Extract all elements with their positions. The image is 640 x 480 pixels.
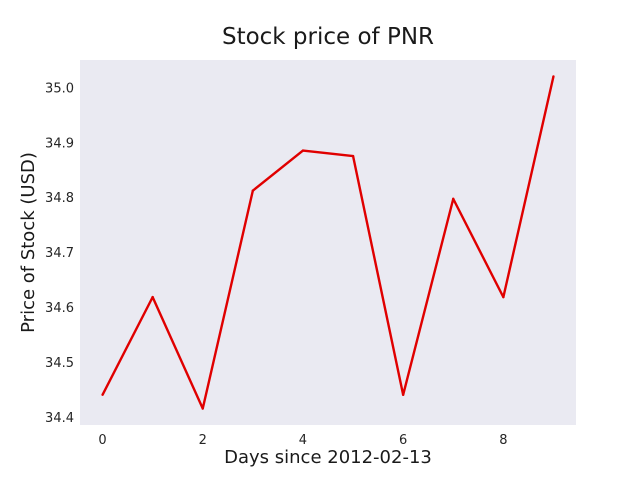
y-tick-label: 34.5 (45, 356, 74, 371)
x-tick-label: 4 (299, 433, 307, 448)
data-point (502, 295, 505, 299)
data-point (301, 149, 305, 152)
data-point (351, 154, 355, 158)
data-point (552, 75, 555, 78)
y-tick-label: 34.4 (45, 411, 74, 426)
y-tick-label: 34.6 (45, 301, 74, 316)
y-axis-label: Price of Stock (USD) (18, 152, 39, 333)
x-tick-label: 2 (199, 433, 207, 448)
x-axis-label: Days since 2012-02-13 (224, 447, 432, 468)
plot-area (80, 60, 576, 425)
series-line (101, 76, 555, 410)
y-tick-label: 34.8 (45, 191, 74, 206)
data-point (401, 393, 405, 397)
y-tick-label: 35.0 (45, 81, 74, 96)
data-point (251, 189, 255, 192)
y-axis: 34.4 34.5 34.6 34.7 34.8 34.9 35.0 (45, 81, 74, 425)
chart-title: Stock price of PNR (222, 24, 434, 50)
data-point (101, 393, 104, 397)
data-point (452, 197, 455, 201)
x-tick-label: 8 (499, 433, 507, 448)
x-tick-label: 6 (399, 433, 407, 448)
data-point (151, 295, 154, 299)
data-point (201, 407, 204, 410)
y-tick-label: 34.7 (45, 246, 74, 261)
y-tick-label: 34.9 (45, 136, 74, 151)
x-tick-label: 0 (98, 433, 106, 448)
x-axis: 0 2 4 6 8 (98, 433, 507, 448)
series-layer (101, 75, 555, 410)
